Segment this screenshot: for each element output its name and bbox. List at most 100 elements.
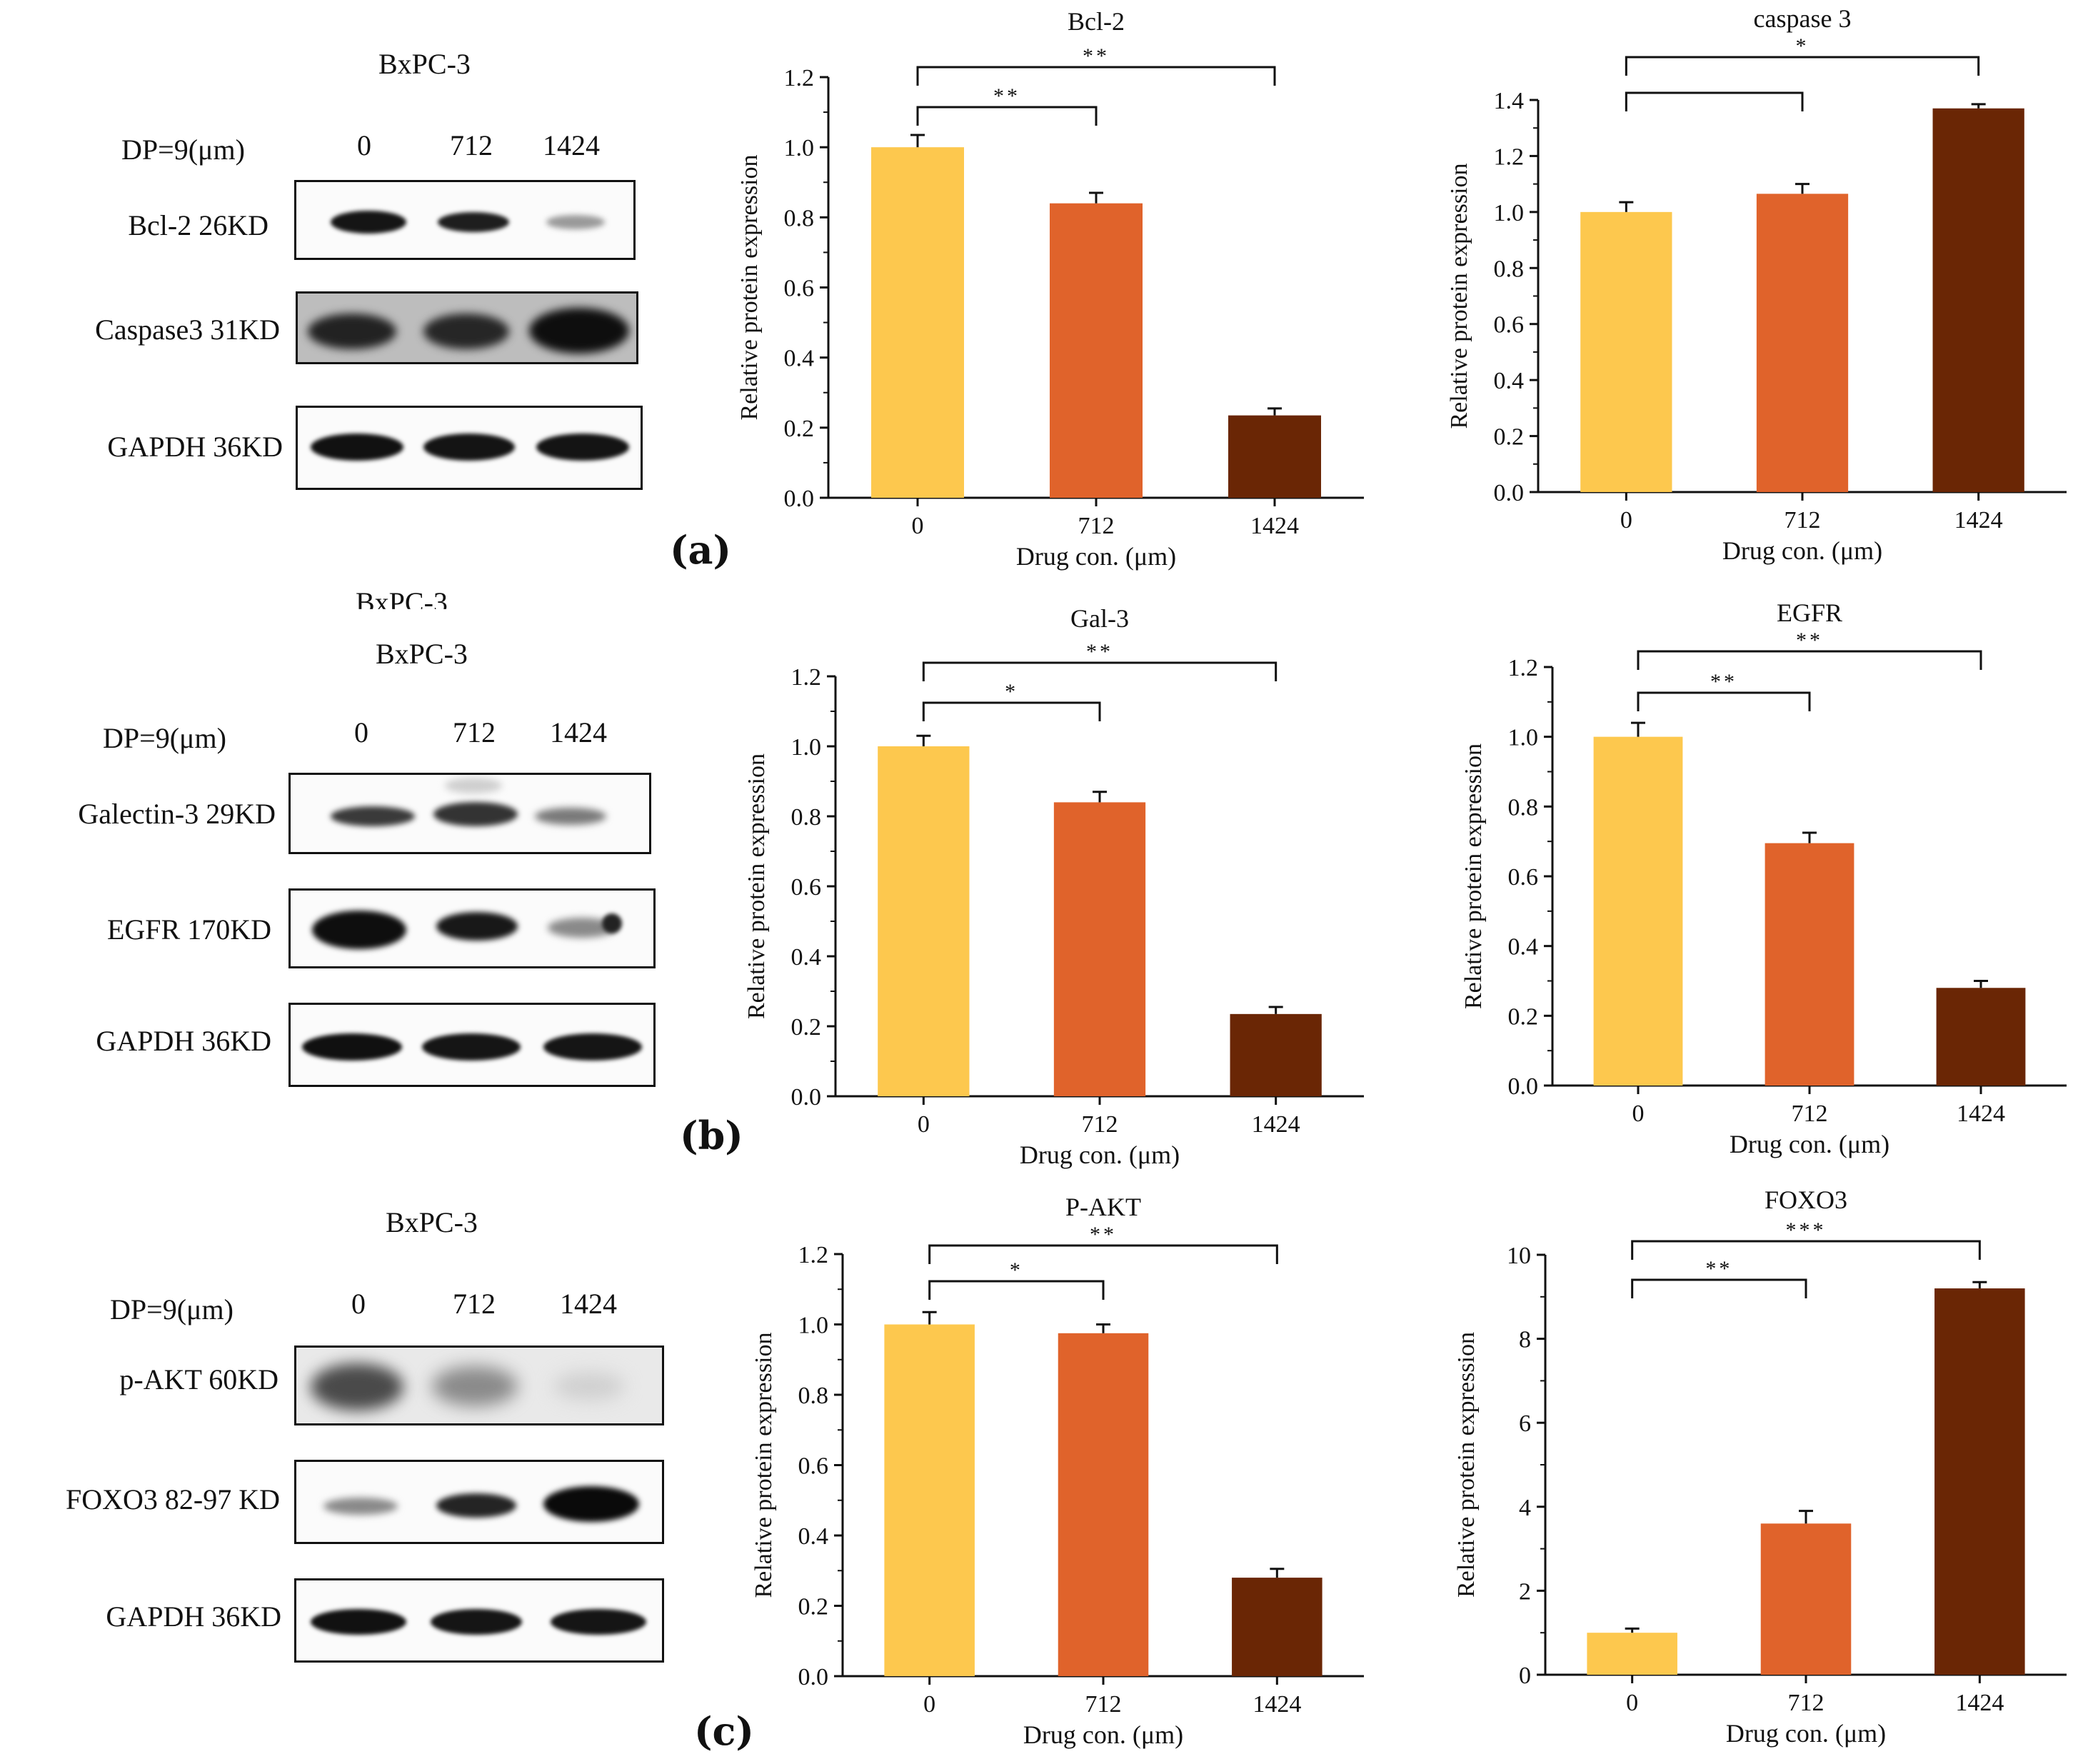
x-tick-label: 1424 [1955,1690,2004,1716]
band [433,802,518,826]
western-blot-a: BxPC-3 DP=9(μm) 0 712 1424 Bcl-2 26KD Ca… [0,0,731,586]
significance-bracket [922,661,1278,681]
y-tick-label: 8 [1519,1327,1531,1353]
y-tick-label: 0.4 [784,346,815,372]
bar [1053,802,1146,1096]
y-tick-label: 0.4 [798,1523,829,1550]
blot-row-label: Galectin-3 29KD [78,798,276,830]
y-tick-label: 0.4 [1494,368,1525,394]
x-tick-label: 712 [1788,1690,1825,1716]
bar [1232,1578,1322,1676]
x-tick-label: 1424 [1250,513,1299,539]
bar [884,1324,975,1676]
panel-letter: (c) [694,1708,754,1754]
band [543,1033,642,1061]
bar [1228,415,1321,498]
x-axis-label: Drug con. (μm) [1722,536,1882,565]
blot-row-label: EGFR 170KD [106,913,271,946]
lane-label: 0 [354,716,368,748]
y-tick-label: 0.8 [1494,256,1525,282]
x-tick-label: 0 [923,1691,935,1718]
blot-row-label: Bcl-2 26KD [128,209,268,241]
blot-strip-egfr [288,888,656,968]
y-axis-label: Relative protein expression [751,1332,777,1598]
x-tick-label: 1424 [1954,507,2003,533]
bar [1936,988,2026,1086]
y-tick-label: 0.2 [1508,1003,1539,1030]
y-tick-label: 0.4 [791,944,822,971]
significance-bracket [922,701,1101,721]
chart-title: P-AKT [1065,1193,1141,1221]
x-tick-label: 0 [1620,507,1632,533]
y-tick-label: 4 [1519,1495,1531,1521]
chart-title: Gal-3 [1070,604,1129,633]
x-tick-label: 712 [1085,1691,1122,1718]
y-tick-label: 0.6 [784,276,815,302]
bar-chart-pakt: P-AKT 0.0 0.2 0.4 0.6 0.8 1.0 1.2 0 712 1424 Drug c… [751,1193,1364,1749]
lane-label: 0 [357,129,371,161]
significance-bracket [916,106,1098,126]
band [308,314,396,349]
y-tick-label: 0.6 [791,874,822,901]
y-tick-label: 1.2 [784,65,815,91]
band [422,1033,521,1061]
chart-title: caspase 3 [1754,4,1852,33]
significance-label: ** [1083,44,1110,68]
significance-bracket [1637,650,1982,670]
significance-bracket [928,1280,1105,1300]
y-axis-label: Relative protein expression [1453,1332,1480,1598]
y-tick-label: 1.0 [784,135,815,161]
band [438,212,509,232]
band [311,1363,403,1410]
bar [1058,1333,1149,1676]
blot-title: BxPC-3 [378,48,471,80]
lane-label: 1424 [543,129,600,161]
band [535,808,606,825]
band [302,1033,402,1061]
y-tick-label: 1.2 [798,1242,829,1268]
significance-bracket [1625,56,1980,76]
y-tick-label: 1.4 [1494,88,1525,114]
lane-label: 712 [450,129,493,161]
y-tick-label: 1.2 [1494,144,1525,170]
significance-bracket [1637,691,1811,711]
blot-strip-pakt [294,1345,664,1425]
band [432,1366,518,1406]
x-tick-label: 0 [912,513,924,539]
y-tick-label: 6 [1519,1410,1531,1437]
bar-chart-gal3: Gal-3 0.0 0.2 0.4 0.6 0.8 1.0 1.2 0 712 1424 Drug c… [743,604,1364,1169]
y-tick-label: 0.6 [798,1453,829,1480]
blot-strip-gapdh [288,1003,656,1087]
bar [1580,211,1672,492]
bar [1230,1013,1322,1096]
y-axis-label: Relative protein expression [1446,163,1472,429]
bar [1587,1633,1677,1675]
y-axis-label: Relative protein expression [743,753,770,1019]
significance-bracket [916,66,1276,86]
y-tick-label: 0.0 [798,1664,829,1690]
y-tick-label: 1.0 [1494,200,1525,226]
bar [871,147,964,498]
significance-bracket [1625,91,1804,111]
significance-label: ** [1710,670,1737,693]
y-tick-label: 0.2 [1494,424,1525,451]
band [311,434,403,461]
x-tick-label: 0 [1626,1690,1638,1716]
blot-strip-gapdh [296,406,643,490]
bar [1934,1288,2025,1675]
bar [1593,736,1683,1086]
x-axis-label: Drug con. (μm) [1016,542,1176,571]
blot-strip-caspase3 [296,291,638,364]
y-tick-label: 0.2 [798,1594,829,1620]
bar-chart-egfr: EGFR 0.0 0.2 0.4 0.6 0.8 1.0 1.2 0 712 1424 Drug co… [1460,598,2067,1158]
y-tick-label: 0.2 [791,1014,822,1041]
bar-chart-caspase3: caspase 3 0.0 0.2 0.4 0.6 0.8 1.0 1.2 1.4 0 712 142… [1446,4,2067,565]
blot-strip-foxo3 [294,1460,664,1544]
blot-strip-gapdh [294,1578,664,1663]
band [546,215,605,229]
x-tick-label: 712 [1078,513,1115,539]
chart-title: EGFR [1777,598,1842,627]
y-tick-label: 0.0 [791,1084,822,1111]
band [445,778,502,793]
y-tick-label: 0.6 [1508,864,1539,891]
